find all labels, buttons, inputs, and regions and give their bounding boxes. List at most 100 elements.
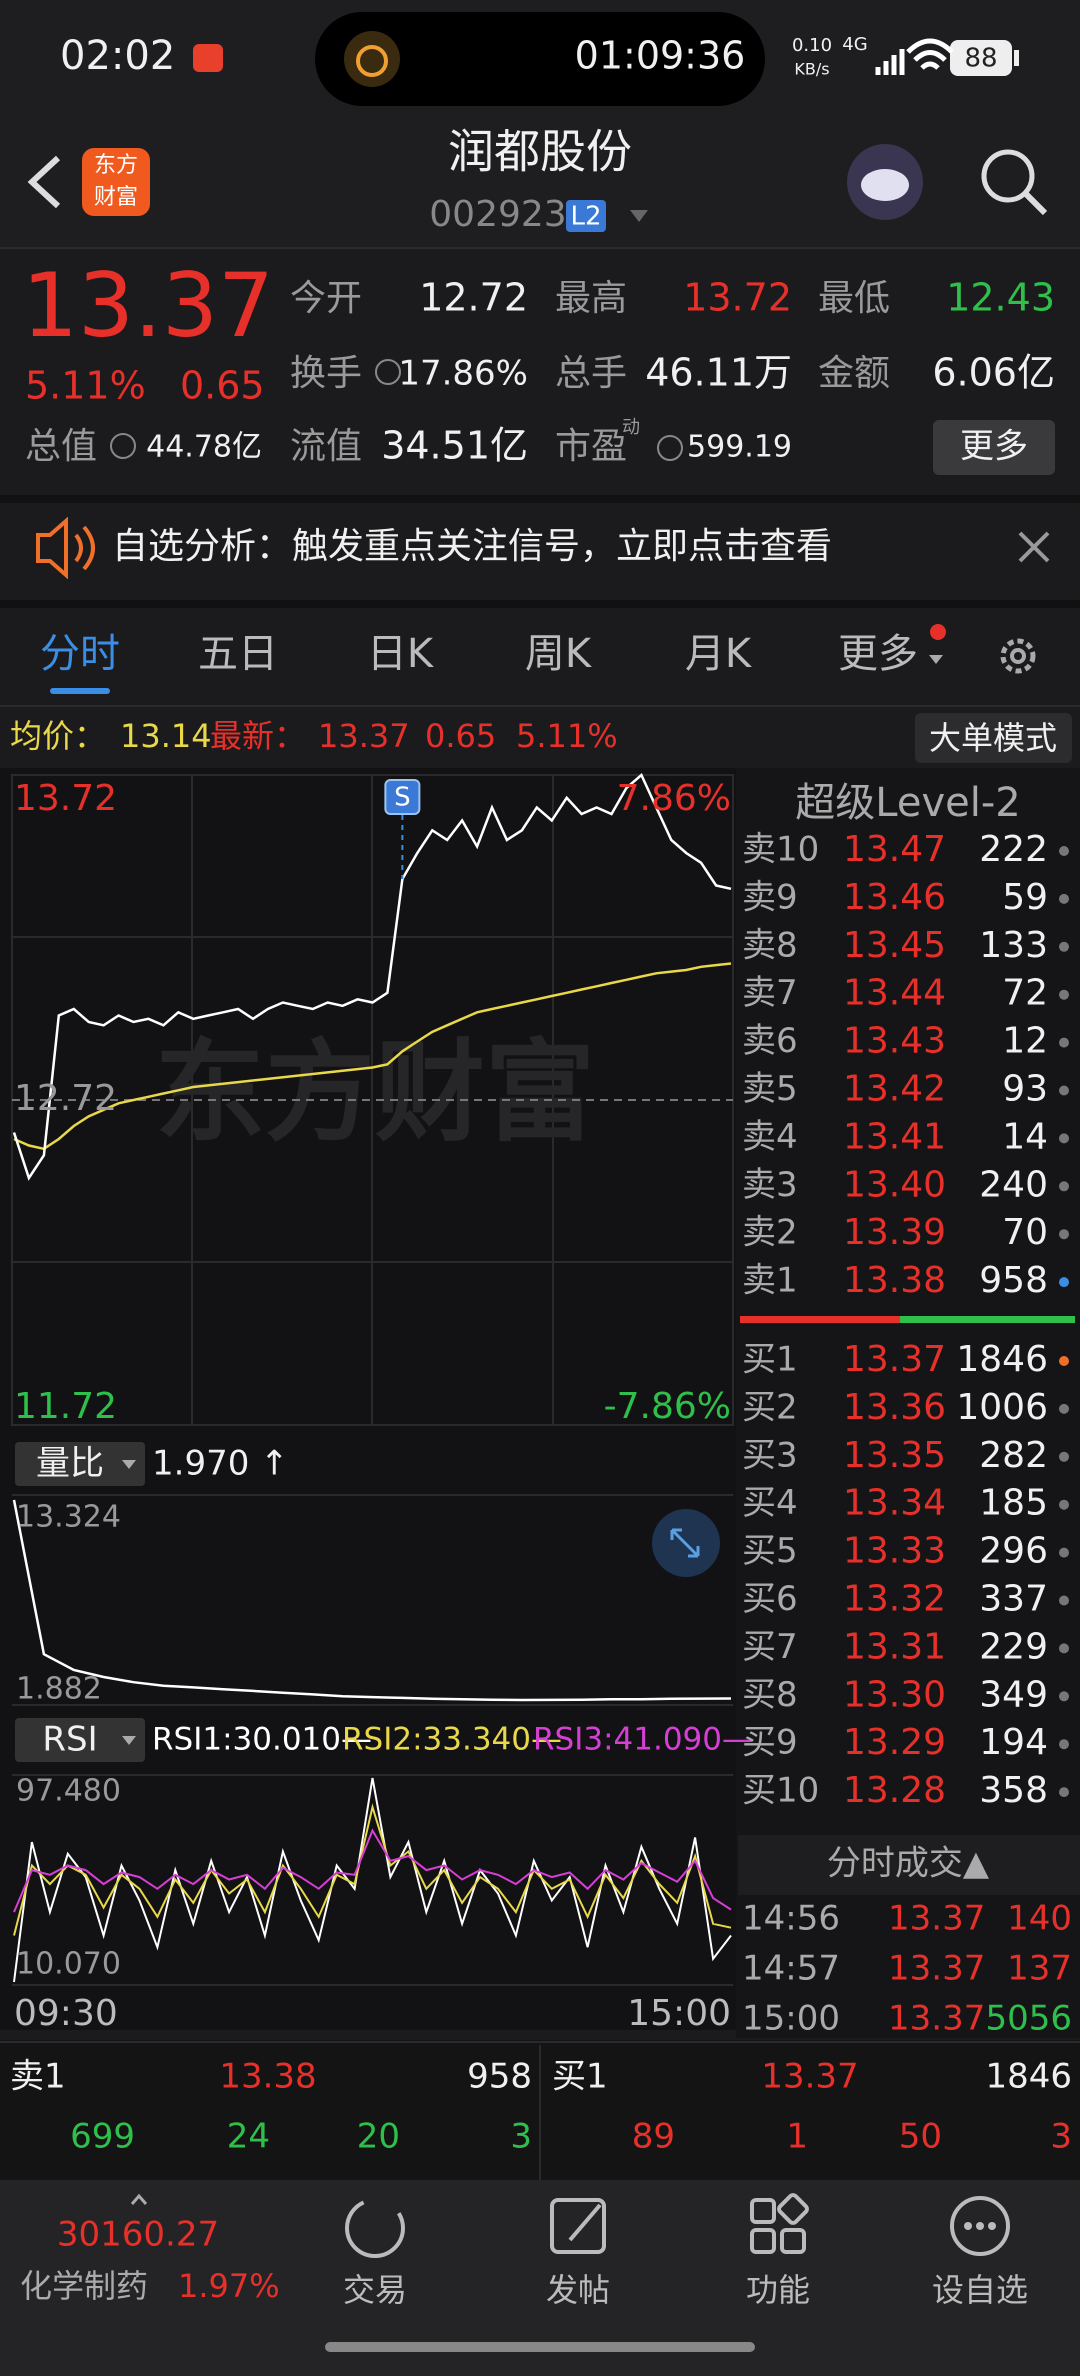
trade-price: 13.37: [888, 1899, 985, 1939]
banner-text[interactable]: 自选分析：触发重点关注信号，立即点击查看: [112, 526, 832, 567]
stat-label: 总值: [25, 426, 97, 467]
change-pct: 5.11%: [25, 364, 146, 408]
book-price: 13.35: [843, 1435, 946, 1476]
close-button[interactable]: [1018, 531, 1050, 563]
index-pct[interactable]: 1.97%: [178, 2267, 280, 2305]
book-volume: 72: [1002, 973, 1048, 1014]
book-dot: [1059, 1547, 1069, 1558]
app-icon: [193, 44, 223, 72]
depth-value: 1: [786, 2117, 808, 2157]
trade-time: 15:00: [742, 1999, 840, 2039]
summary-label: 买1: [552, 2057, 608, 2097]
mode-button[interactable]: [915, 713, 1072, 763]
index-name[interactable]: 化学制药: [20, 2267, 148, 2305]
timer-icon: [344, 31, 400, 87]
stat-value: 17.86%: [398, 354, 528, 394]
book-price: 13.33: [843, 1531, 946, 1572]
tab[interactable]: 五日: [198, 631, 278, 677]
more-button-label[interactable]: 更多: [960, 427, 1028, 467]
settings-button[interactable]: [1000, 638, 1036, 674]
book-volume: 358: [979, 1770, 1048, 1811]
book-label: 买9: [742, 1723, 798, 1763]
tab[interactable]: 日K: [367, 631, 435, 677]
time-label: 09:30: [14, 1993, 118, 2034]
logo[interactable]: [82, 148, 150, 216]
book-label: 卖1: [742, 1261, 798, 1301]
back-button[interactable]: [27, 155, 61, 209]
book-volume: 1006: [956, 1387, 1048, 1428]
selector-label[interactable]: 量比: [36, 1444, 104, 1484]
book-label: 卖4: [742, 1117, 798, 1157]
battery-tip: [1014, 50, 1019, 66]
legend-entry: RSI3:41.090—: [533, 1722, 753, 1758]
book-price: 13.37: [843, 1339, 946, 1380]
trade-volume: 140: [1007, 1899, 1072, 1939]
book-price: 13.42: [843, 1069, 946, 1110]
tab[interactable]: 月K: [685, 631, 753, 677]
dropdown-arrow[interactable]: [630, 210, 648, 222]
book-volume: 14: [1002, 1116, 1048, 1157]
book-label: 买3: [742, 1435, 798, 1475]
battery-level: 88: [964, 44, 997, 74]
legend-entry: RSI1:30.010—: [152, 1722, 372, 1758]
book-label: 卖10: [742, 830, 819, 870]
book-price: 13.39: [843, 1212, 946, 1253]
book-price: 13.31: [843, 1626, 946, 1667]
stat-value: 599.19: [687, 430, 792, 465]
book-label: 卖6: [742, 1021, 798, 1061]
y-tick-label: 12.72: [14, 1078, 117, 1119]
book-price: 13.40: [843, 1164, 946, 1205]
book-volume: 133: [979, 925, 1048, 966]
selector[interactable]: [15, 1442, 145, 1486]
wifi-icon: [906, 38, 954, 70]
dropdown-arrow: [929, 655, 943, 664]
axis-label: 13.324: [16, 1500, 121, 1535]
avg-value: 13.14: [120, 717, 212, 755]
book-dot: [1059, 989, 1069, 1000]
depth-value: 89: [632, 2117, 675, 2157]
book-label: 买5: [742, 1531, 798, 1571]
book-dot: [1059, 941, 1069, 952]
summary-volume: 958: [467, 2057, 532, 2097]
selector[interactable]: [15, 1718, 145, 1762]
nav-item[interactable]: 功能: [746, 2271, 810, 2309]
stat-value: 46.11万: [645, 351, 792, 395]
book-price: 13.28: [843, 1770, 946, 1811]
up-marker: [130, 2193, 148, 2205]
volume-ratio-line: [12, 1499, 732, 1702]
summary-volume: 1846: [985, 2057, 1072, 2097]
tab[interactable]: 周K: [525, 631, 593, 677]
stat-value: 34.51亿: [381, 424, 528, 468]
summary-price: 13.38: [219, 2057, 316, 2097]
book-volume: 12: [1002, 1021, 1048, 1062]
more-button[interactable]: [933, 420, 1055, 475]
book-price: 13.47: [843, 829, 946, 870]
trade-price: 13.37: [888, 1949, 985, 1989]
nav-icons: [345, 2193, 1010, 2258]
book-volume: 282: [979, 1435, 1048, 1476]
tab[interactable]: 更多: [838, 631, 918, 677]
settings-center: [1010, 648, 1026, 664]
book-label: 买6: [742, 1579, 798, 1619]
net-speed: 0.10: [792, 35, 832, 56]
trades-title[interactable]: 分时成交▲: [827, 1844, 990, 1884]
book-volume: 222: [979, 829, 1048, 870]
mode-button-label[interactable]: 大单模式: [929, 719, 1057, 757]
search-button[interactable]: [981, 149, 1035, 203]
nav-item[interactable]: 发帖: [546, 2271, 610, 2309]
stat-value: 6.06亿: [932, 351, 1055, 395]
depth-value: 24: [227, 2117, 270, 2157]
book-dot: [1059, 1451, 1069, 1462]
nav-item[interactable]: 设自选: [932, 2271, 1028, 2309]
nav-item[interactable]: 交易: [343, 2271, 407, 2309]
tab[interactable]: 分时: [40, 631, 120, 677]
network: 4G: [842, 34, 867, 55]
book-volume: 337: [979, 1579, 1048, 1620]
index-value[interactable]: 30160.27: [57, 2215, 219, 2255]
book-dot: [1059, 1739, 1069, 1750]
book-dot: [1059, 1277, 1069, 1288]
stat-label: 今开: [290, 278, 362, 319]
selector-label[interactable]: RSI: [42, 1720, 97, 1760]
book-volume: 1846: [956, 1339, 1048, 1380]
axis-label: 97.480: [16, 1774, 121, 1809]
